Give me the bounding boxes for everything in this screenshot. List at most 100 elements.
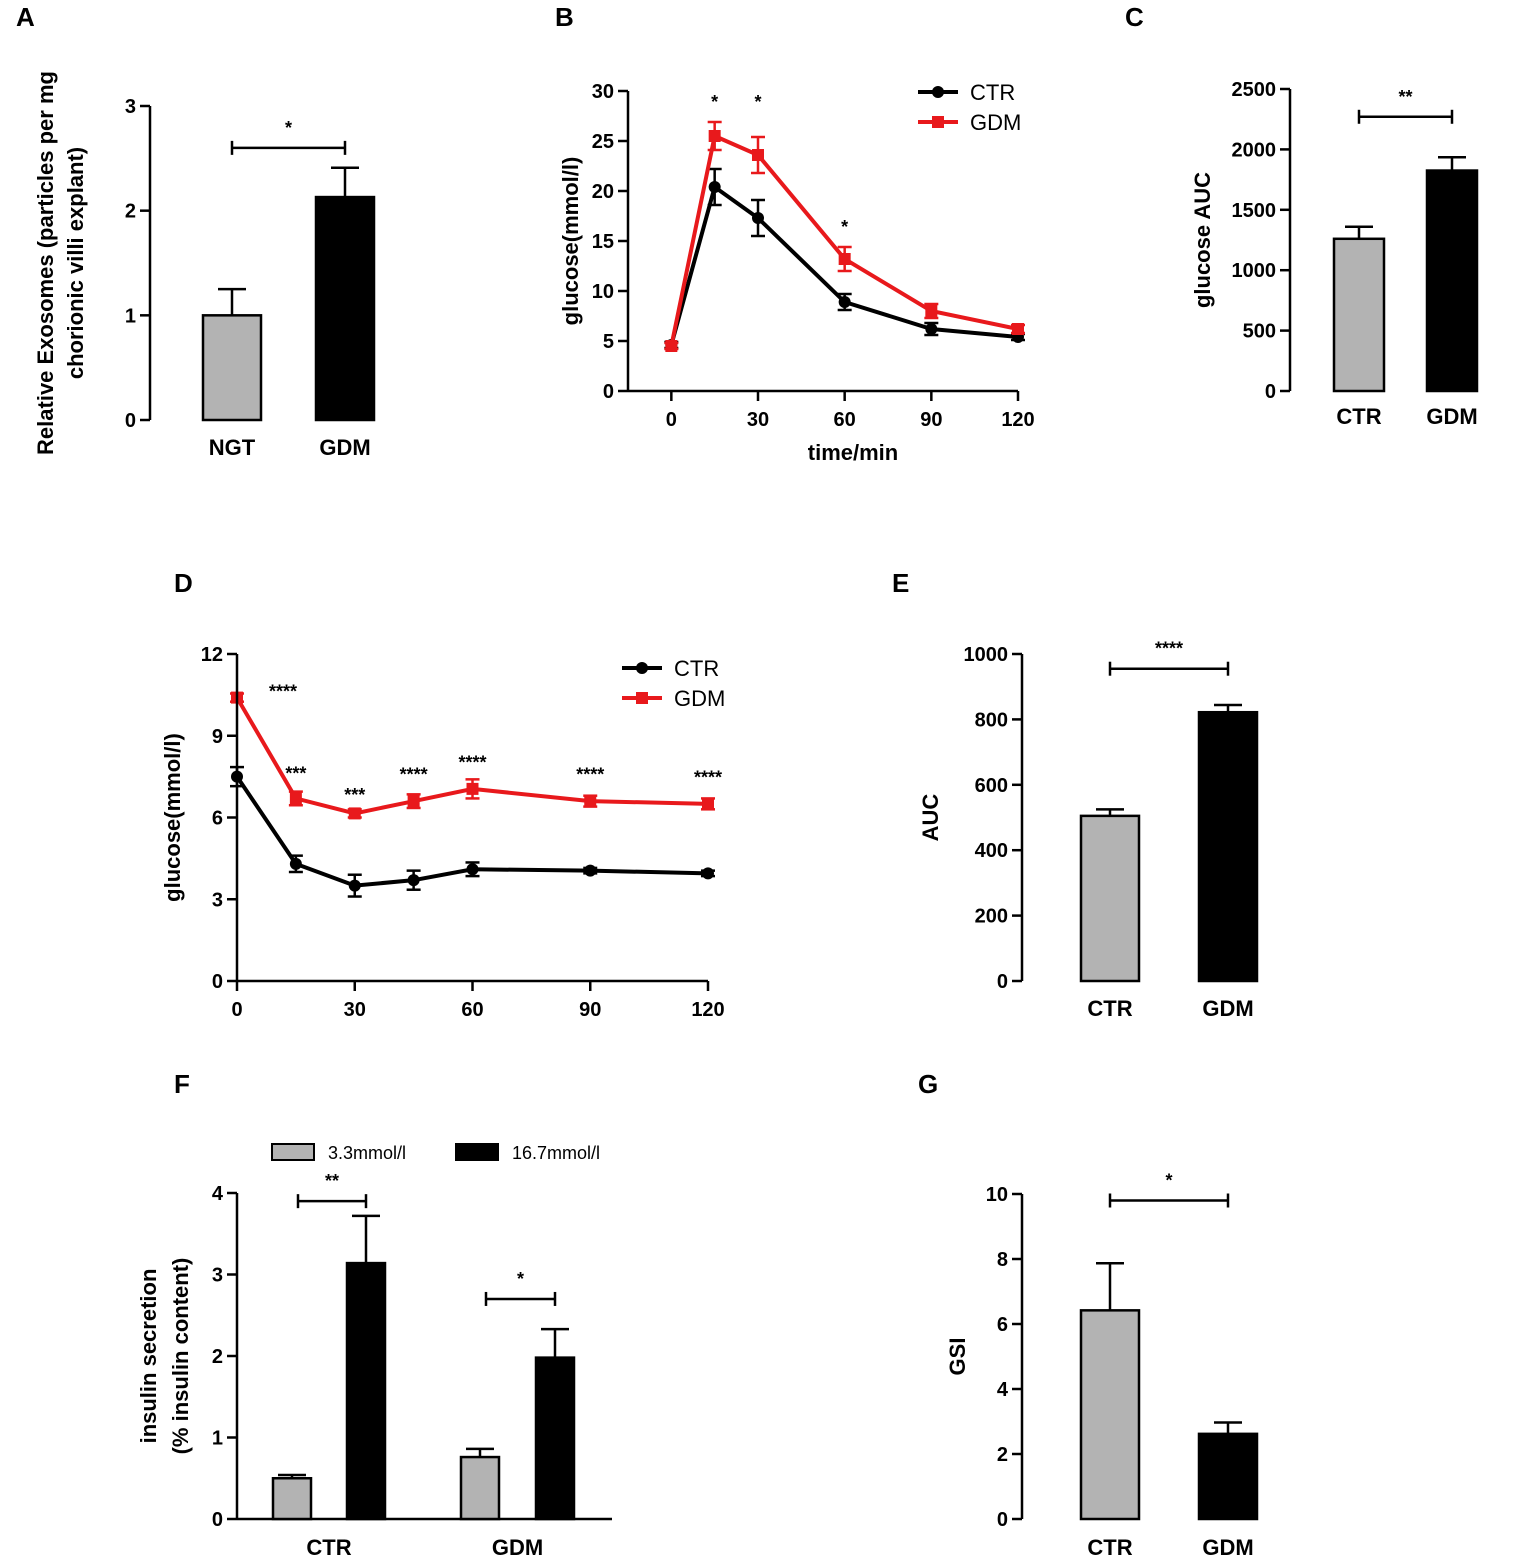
bar-gdm (1197, 710, 1259, 983)
significance-label: * (517, 1269, 524, 1289)
y-tick-label: 0 (212, 1509, 223, 1531)
point-gdm (665, 340, 678, 352)
y-axis-label: (% insulin content) (168, 1258, 193, 1455)
y-tick-label: 500 (1243, 321, 1276, 343)
y-tick-label: 1 (212, 1428, 223, 1450)
y-tick-label: 0 (603, 381, 614, 403)
point-ctr (584, 864, 597, 877)
panel-letter: E (892, 568, 909, 598)
significance-label: **** (458, 752, 486, 772)
point-ctr (702, 867, 714, 880)
y-tick-label: 12 (201, 644, 223, 666)
panel-letter: A (16, 2, 35, 32)
y-axis-label: AUC (918, 794, 943, 842)
panel-letter: G (918, 1069, 938, 1099)
point-ctr (466, 863, 479, 876)
y-tick-label: 800 (975, 709, 1008, 731)
x-axis-label: time/min (808, 440, 898, 465)
x-tick-label: 60 (461, 999, 483, 1021)
y-tick-label: 3 (212, 889, 223, 911)
chart-B: B 0 30 60 90 120 time/min 0 5 10 15 20 25 30 glucose(m… (555, 2, 1035, 465)
x-tick-label: 90 (920, 409, 942, 431)
point-ctr (752, 212, 764, 224)
bar-ctr (1079, 814, 1141, 983)
legend-marker (932, 116, 944, 128)
significance-label: *** (285, 763, 306, 783)
significance-label: **** (1155, 639, 1183, 659)
y-tick-label: 0 (212, 971, 223, 993)
chart-E: E CTR GDM 0 200 400 600 800 1000 AUC **** (892, 568, 1259, 1021)
x-tick-label: 30 (747, 409, 769, 431)
significance-label: **** (269, 682, 297, 702)
chart-F: F CTR GDM 0 1 2 3 4 insulin secretion (% insulin … (136, 1069, 612, 1560)
x-tick-label: 0 (231, 999, 242, 1021)
x-tick-label: 30 (344, 999, 366, 1021)
y-tick-label: 30 (592, 81, 614, 103)
y-tick-label: 0 (1265, 381, 1276, 403)
bar-gdm-high (534, 1356, 576, 1521)
bar-ctr (1332, 237, 1386, 393)
y-axis-label: glucose(mmol/l) (160, 733, 185, 902)
point-gdm (1012, 323, 1024, 335)
chart-D: D0 30 60 90 120036912glucose(mmol/l)********… (160, 568, 725, 1021)
panel-letter: C (1125, 2, 1144, 32)
bar-gdm (1425, 169, 1479, 393)
point-gdm (708, 130, 721, 142)
x-tick-label: NGT (209, 435, 256, 460)
significance-label: * (285, 118, 292, 138)
legend-label: GDM (970, 110, 1021, 135)
y-axis-label: insulin secretion (136, 1269, 161, 1444)
y-tick-label: 2 (997, 1444, 1008, 1466)
significance-label: * (754, 92, 761, 112)
y-tick-label: 20 (592, 181, 614, 203)
significance-label: * (841, 217, 848, 237)
x-tick-label: GDM (1202, 996, 1253, 1021)
legend-marker (932, 86, 944, 98)
x-tick-label: 0 (666, 409, 677, 431)
y-tick-label: 400 (975, 840, 1008, 862)
y-axis-label: GSI (945, 1338, 970, 1376)
legend-label: CTR (970, 80, 1015, 105)
x-tick-label: 90 (579, 999, 601, 1021)
y-tick-label: 10 (986, 1184, 1008, 1206)
legend-marker (636, 662, 648, 674)
significance-label: **** (694, 767, 722, 787)
y-tick-label: 5 (603, 331, 614, 353)
x-tick-label: GDM (319, 435, 370, 460)
point-ctr (289, 857, 302, 870)
bar-gdm (314, 195, 376, 422)
bar-gdm (1197, 1432, 1259, 1521)
y-tick-label: 600 (975, 775, 1008, 797)
point-gdm (407, 795, 420, 808)
significance-label: *** (344, 785, 365, 805)
y-tick-label: 3 (125, 96, 136, 118)
y-tick-label: 2000 (1232, 139, 1277, 161)
y-tick-label: 1 (125, 305, 136, 327)
point-gdm (925, 305, 938, 317)
point-gdm (838, 253, 851, 265)
point-ctr (838, 296, 851, 308)
legend-label: GDM (674, 686, 725, 711)
y-tick-label: 2500 (1232, 79, 1277, 101)
legend-swatch (271, 1143, 315, 1161)
point-ctr (407, 874, 420, 887)
y-tick-label: 1000 (964, 644, 1009, 666)
panel-letter: F (174, 1069, 190, 1099)
panel-letter: B (555, 2, 574, 32)
y-tick-label: 4 (997, 1379, 1009, 1401)
y-tick-label: 15 (592, 231, 614, 253)
chart-A: A NGT GDM 0 1 2 3 Relative Exosomes (particles … (16, 2, 376, 460)
x-tick-label: 60 (834, 409, 856, 431)
point-ctr (925, 323, 938, 335)
x-tick-label: CTR (1087, 1535, 1132, 1560)
series-line-gdm (669, 133, 1019, 347)
y-tick-label: 0 (125, 410, 136, 432)
y-tick-label: 3 (212, 1265, 223, 1287)
y-tick-label: 6 (212, 808, 223, 830)
significance-label: ** (1398, 87, 1412, 107)
significance-label: * (1165, 1171, 1172, 1191)
legend-marker (636, 692, 648, 704)
legend-label: 16.7mmol/l (512, 1143, 600, 1163)
y-tick-label: 6 (997, 1314, 1008, 1336)
point-ctr (348, 879, 361, 892)
